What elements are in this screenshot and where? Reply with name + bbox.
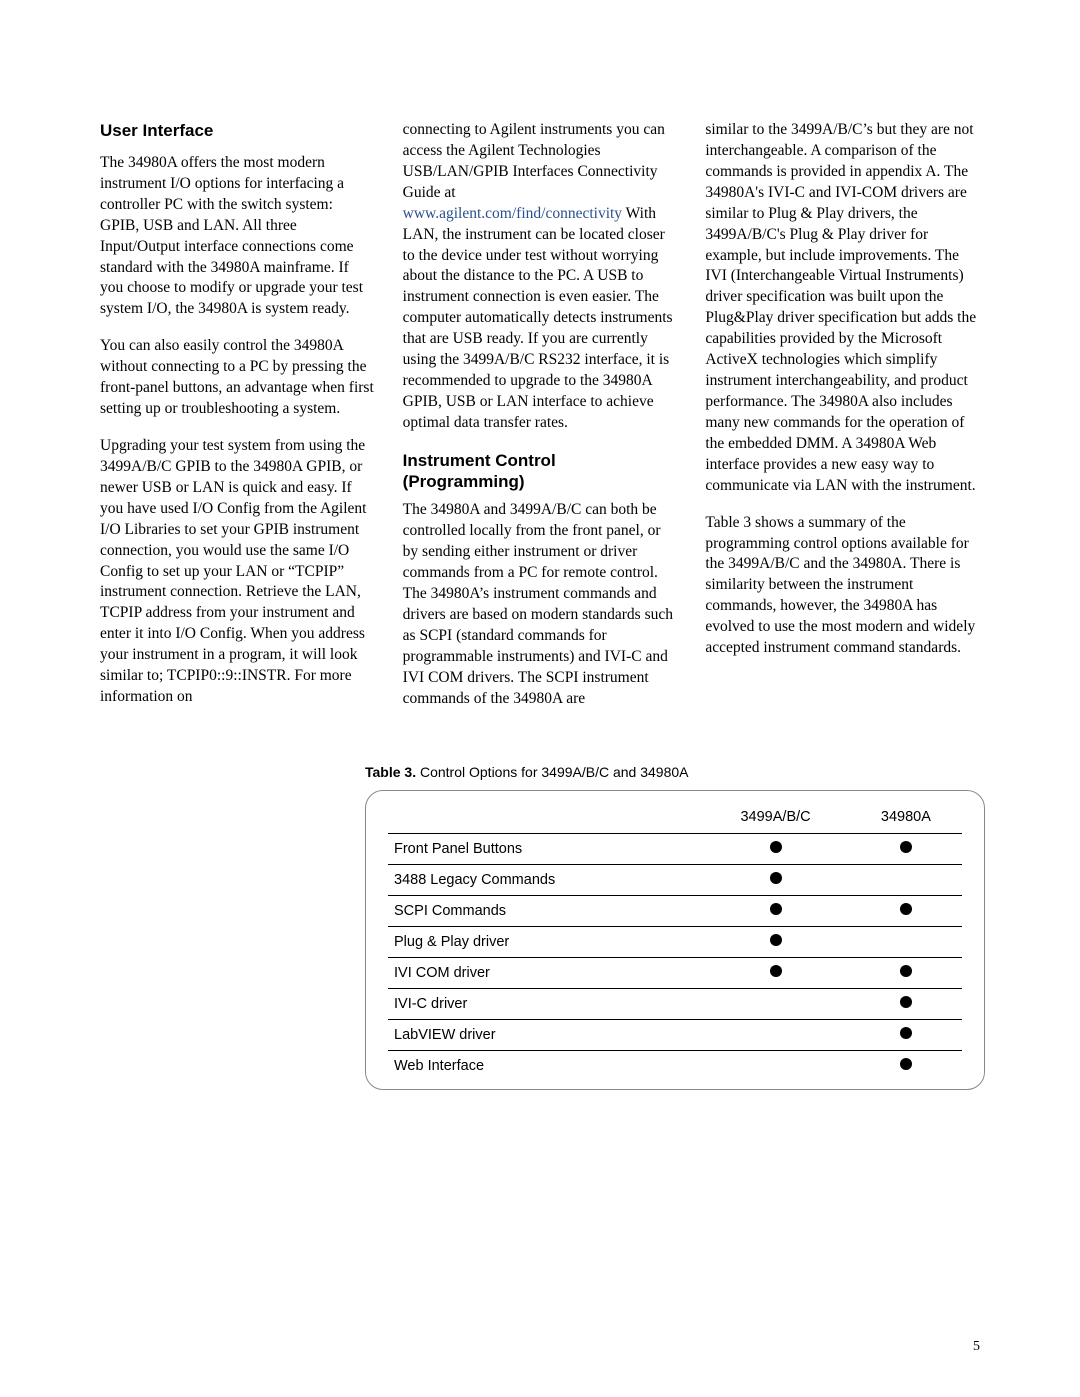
- table-row: IVI-C driver: [388, 988, 962, 1019]
- three-column-layout: User Interface The 34980A offers the mos…: [100, 120, 980, 726]
- dot-icon: [770, 872, 782, 884]
- table-header-row: 3499A/B/C 34980A: [388, 805, 962, 834]
- col3-para2: Table 3 shows a summary of the programmi…: [705, 513, 980, 659]
- cell: [701, 926, 850, 957]
- heading-instrument-control: Instrument Control (Programming): [403, 450, 678, 493]
- column-1: User Interface The 34980A offers the mos…: [100, 120, 375, 726]
- dot-icon: [900, 903, 912, 915]
- table-row: Plug & Play driver: [388, 926, 962, 957]
- col2-p1a: connecting to Agilent instruments you ca…: [403, 121, 665, 201]
- th-3499: 3499A/B/C: [701, 805, 850, 834]
- cell: [850, 864, 962, 895]
- row-label: Front Panel Buttons: [388, 833, 701, 864]
- dot-icon: [900, 1027, 912, 1039]
- cell: [701, 833, 850, 864]
- table-caption: Table 3. Control Options for 3499A/B/C a…: [365, 764, 985, 780]
- dot-icon: [770, 903, 782, 915]
- page-number: 5: [973, 1339, 980, 1355]
- row-label: IVI-C driver: [388, 988, 701, 1019]
- cell: [850, 1019, 962, 1050]
- col1-para1: The 34980A offers the most modern instru…: [100, 153, 375, 320]
- row-label: LabVIEW driver: [388, 1019, 701, 1050]
- col2-p1b: With LAN, the instrument can be located …: [403, 205, 673, 431]
- column-2: connecting to Agilent instruments you ca…: [403, 120, 678, 726]
- dot-icon: [770, 965, 782, 977]
- cell: [850, 926, 962, 957]
- dot-icon: [770, 841, 782, 853]
- cell: [701, 1050, 850, 1081]
- table-row: IVI COM driver: [388, 957, 962, 988]
- table-section: Table 3. Control Options for 3499A/B/C a…: [365, 764, 985, 1090]
- cell: [850, 895, 962, 926]
- table-body: Front Panel Buttons3488 Legacy CommandsS…: [388, 833, 962, 1081]
- row-label: SCPI Commands: [388, 895, 701, 926]
- cell: [701, 895, 850, 926]
- connectivity-link[interactable]: www.agilent.com/find/connectivity: [403, 205, 622, 222]
- col3-para1: similar to the 3499A/B/C’s but they are …: [705, 120, 980, 497]
- dot-icon: [900, 965, 912, 977]
- table-row: 3488 Legacy Commands: [388, 864, 962, 895]
- table-row: Web Interface: [388, 1050, 962, 1081]
- cell: [701, 1019, 850, 1050]
- cell: [850, 1050, 962, 1081]
- cell: [850, 988, 962, 1019]
- th-blank: [388, 805, 701, 834]
- heading-user-interface: User Interface: [100, 120, 375, 143]
- col1-para2: You can also easily control the 34980A w…: [100, 336, 375, 420]
- cell: [850, 833, 962, 864]
- table-row: Front Panel Buttons: [388, 833, 962, 864]
- cell: [701, 988, 850, 1019]
- column-3: similar to the 3499A/B/C’s but they are …: [705, 120, 980, 726]
- table-row: SCPI Commands: [388, 895, 962, 926]
- table-box: 3499A/B/C 34980A Front Panel Buttons3488…: [365, 790, 985, 1090]
- cell: [850, 957, 962, 988]
- table-caption-bold: Table 3.: [365, 764, 416, 780]
- col1-para3: Upgrading your test system from using th…: [100, 436, 375, 708]
- dot-icon: [900, 996, 912, 1008]
- col2-para2: The 34980A and 3499A/B/C can both be con…: [403, 500, 678, 709]
- table-row: LabVIEW driver: [388, 1019, 962, 1050]
- table-caption-rest: Control Options for 3499A/B/C and 34980A: [416, 764, 688, 780]
- control-options-table: 3499A/B/C 34980A Front Panel Buttons3488…: [388, 805, 962, 1081]
- row-label: Plug & Play driver: [388, 926, 701, 957]
- col2-para1: connecting to Agilent instruments you ca…: [403, 120, 678, 434]
- dot-icon: [900, 841, 912, 853]
- dot-icon: [770, 934, 782, 946]
- row-label: IVI COM driver: [388, 957, 701, 988]
- row-label: Web Interface: [388, 1050, 701, 1081]
- th-34980: 34980A: [850, 805, 962, 834]
- cell: [701, 864, 850, 895]
- cell: [701, 957, 850, 988]
- dot-icon: [900, 1058, 912, 1070]
- row-label: 3488 Legacy Commands: [388, 864, 701, 895]
